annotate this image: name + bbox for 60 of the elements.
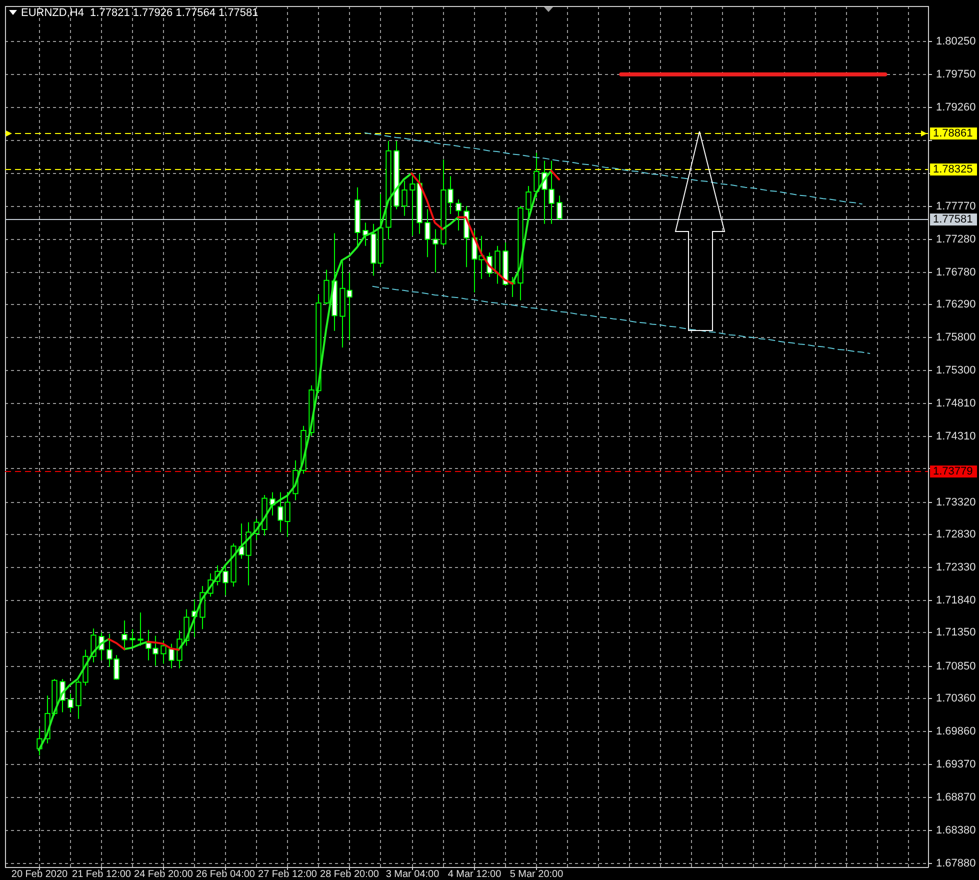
candlestick	[386, 140, 392, 240]
y-tick-label: 1.70360	[936, 692, 976, 704]
candlestick	[494, 245, 500, 284]
y-tick-label: 1.68870	[936, 792, 976, 804]
x-tick-label: 3 Mar 04:00	[386, 869, 440, 880]
ref-line-label: 1.78861	[933, 128, 973, 140]
x-tick-label: 26 Feb 04:00	[196, 869, 256, 880]
x-tick-label: 24 Feb 20:00	[134, 869, 194, 880]
candlestick	[432, 228, 438, 273]
y-tick-label: 1.69860	[936, 726, 976, 738]
y-tick-label: 1.79750	[936, 68, 976, 80]
candlestick	[362, 222, 368, 246]
candlestick	[324, 269, 330, 305]
y-tick-label: 1.71350	[936, 626, 976, 638]
candlestick	[424, 208, 430, 258]
ref-line-label: 1.78325	[933, 164, 973, 176]
y-tick-label: 1.71840	[936, 594, 976, 606]
candlestick	[526, 186, 532, 218]
candlestick	[138, 612, 144, 646]
y-tick-label: 1.75300	[936, 364, 976, 376]
x-tick-label: 27 Feb 12:00	[258, 869, 318, 880]
y-tick-label: 1.70850	[936, 660, 976, 672]
y-tick-label: 1.73320	[936, 496, 976, 508]
y-tick-label: 1.76780	[936, 266, 976, 278]
x-tick-label: 28 Feb 20:00	[320, 869, 380, 880]
y-tick-label: 1.68380	[936, 824, 976, 836]
chart-title: EURNZD,H4 1.77821 1.77926 1.77564 1.77581	[21, 7, 258, 19]
ref-line-label: 1.73779	[933, 466, 973, 478]
y-tick-label: 1.72330	[936, 562, 976, 574]
line-series	[364, 132, 862, 204]
candlestick	[168, 643, 174, 669]
candlestick	[160, 640, 166, 664]
candlestick	[394, 140, 400, 210]
ref-line-label: 1.77581	[933, 214, 973, 226]
y-tick-label: 1.72830	[936, 528, 976, 540]
candlestick	[130, 628, 136, 648]
candlestick	[122, 620, 128, 651]
candlestick	[556, 195, 562, 220]
y-tick-label: 1.77770	[936, 200, 976, 212]
x-tick-label: 5 Mar 20:00	[510, 869, 564, 880]
candlestick	[68, 693, 74, 713]
y-tick-label: 1.67880	[936, 858, 976, 870]
candlestick	[456, 198, 462, 232]
y-tick-label: 1.74310	[936, 430, 976, 442]
y-tick-label: 1.69370	[936, 758, 976, 770]
y-tick-label: 1.80250	[936, 36, 976, 48]
y-tick-label: 1.77280	[936, 234, 976, 246]
y-tick-label: 1.75800	[936, 332, 976, 344]
x-tick-label: 20 Feb 2020	[11, 869, 68, 880]
candlestick	[222, 566, 228, 596]
y-tick-label: 1.76290	[936, 298, 976, 310]
y-tick-label: 1.79260	[936, 102, 976, 114]
candlestick	[534, 152, 540, 198]
candlestick	[402, 180, 408, 216]
candlestick	[354, 186, 360, 247]
x-tick-label: 4 Mar 12:00	[448, 869, 502, 880]
x-tick-label: 21 Feb 12:00	[72, 869, 132, 880]
candlestick	[230, 542, 236, 588]
y-tick-label: 1.74810	[936, 398, 976, 410]
line-series	[372, 286, 870, 354]
